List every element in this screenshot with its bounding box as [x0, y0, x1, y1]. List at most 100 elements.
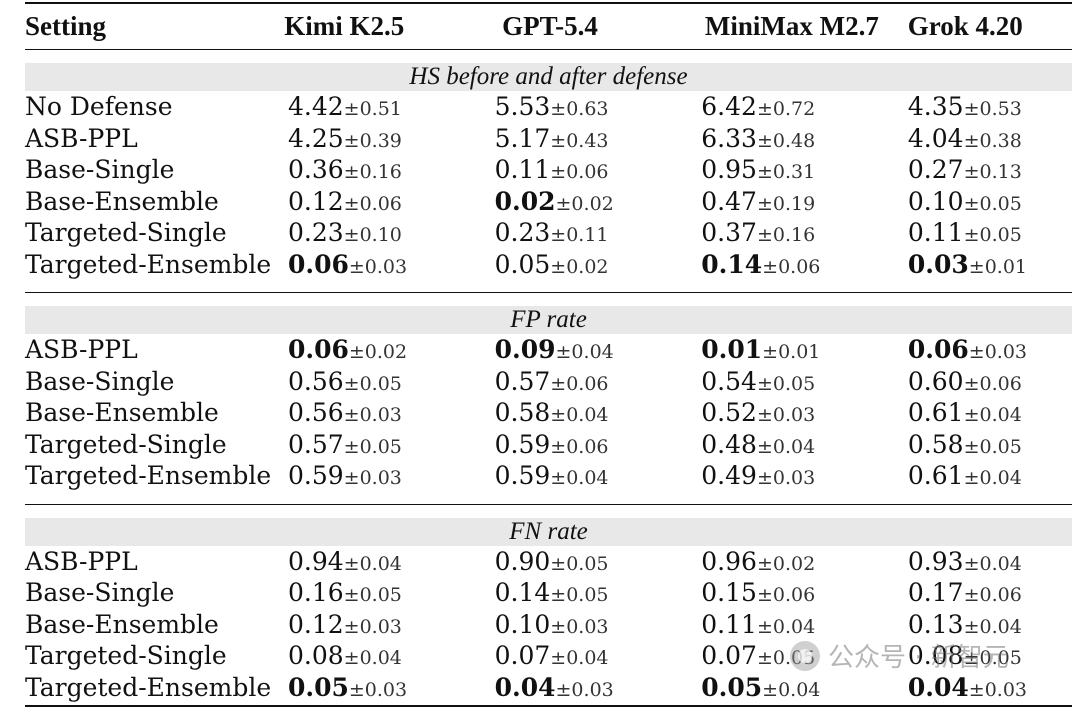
section-title: FP rate: [25, 306, 1072, 334]
value-std: ±0.05: [343, 372, 402, 395]
table-header: Setting Kimi K2.5 GPT-5.4 MiniMax M2.7 G…: [25, 4, 1072, 49]
value-cell: 0.49±0.03: [697, 461, 904, 490]
value-cell: 0.95±0.31: [697, 155, 904, 184]
value-mean: 0.94: [287, 546, 344, 576]
header-model-grok: Grok 4.20: [907, 11, 1023, 41]
value-cell: 0.96±0.02: [697, 547, 904, 576]
value-std: ±0.04: [756, 615, 816, 638]
value-std: ±0.72: [756, 98, 816, 121]
value-cell: 0.56±0.05: [284, 367, 491, 396]
value-std: ±0.48: [756, 129, 816, 152]
row-setting-label: Targeted-Ensemble: [25, 672, 272, 702]
value-std: ±0.03: [555, 678, 614, 701]
value-std: ±0.03: [550, 615, 609, 638]
value-mean: 0.04: [494, 672, 556, 702]
value-mean: 0.06: [287, 335, 349, 365]
section-title: HS before and after defense: [25, 63, 1072, 91]
row-setting-label: Base-Ensemble: [25, 609, 219, 639]
value-cell: 0.05±0.04: [697, 673, 904, 702]
value-cell: 0.61±0.04: [904, 398, 1072, 427]
value-cell: 0.12±0.03: [284, 610, 491, 639]
value-std: ±0.04: [555, 341, 614, 364]
value-std: ±0.04: [343, 647, 402, 670]
value-mean: 0.07: [701, 641, 757, 671]
value-cell: 0.47±0.19: [697, 187, 904, 216]
value-cell: 4.04±0.38: [904, 124, 1072, 153]
value-std: ±0.04: [550, 647, 609, 670]
value-cell: 0.04±0.03: [904, 673, 1072, 702]
value-mean: 6.42: [701, 92, 757, 122]
value-cell: 0.36±0.16: [284, 155, 491, 184]
value-mean: 4.04: [907, 123, 964, 153]
value-cell: 0.23±0.10: [284, 218, 491, 247]
table-row: Base-Single 0.16±0.05 0.14±0.05 0.15±0.06 0.…: [25, 577, 1072, 609]
value-std: ±0.04: [963, 615, 1022, 638]
value-std: ±0.05: [343, 435, 402, 458]
value-cell: 0.06±0.03: [904, 335, 1072, 364]
value-cell: 0.59±0.06: [491, 430, 698, 459]
value-std: ±0.01: [968, 255, 1028, 278]
value-mean: 0.36: [287, 155, 344, 185]
header-model-gpt: GPT-5.4: [502, 11, 598, 41]
row-setting-label: ASB-PPL: [25, 546, 138, 576]
value-cell: 0.03±0.01: [904, 250, 1072, 279]
header-rule: [25, 49, 1072, 50]
value-cell: 5.53±0.63: [491, 92, 698, 121]
row-setting-label: Base-Single: [25, 155, 175, 185]
value-std: ±0.01: [762, 341, 821, 364]
value-cell: 0.52±0.03: [697, 398, 904, 427]
table-row: Targeted-Ensemble 0.59±0.03 0.59±0.04 0.49±…: [25, 460, 1072, 492]
value-cell: 0.07±0.04: [491, 641, 698, 670]
section-group: ASB-PPL 0.94±0.04 0.90±0.05 0.96±0.02 0.93±0…: [25, 546, 1072, 706]
value-std: ±0.03: [348, 678, 408, 701]
value-mean: 0.12: [287, 609, 344, 639]
value-std: ±0.02: [550, 255, 609, 278]
value-mean: 4.35: [907, 92, 964, 122]
value-mean: 0.56: [287, 366, 344, 396]
value-mean: 0.56: [287, 398, 344, 428]
value-mean: 0.58: [494, 398, 551, 428]
value-mean: 0.96: [701, 546, 757, 576]
value-mean: 0.04: [907, 672, 969, 702]
row-setting-label: Targeted-Single: [25, 429, 227, 459]
value-std: ±0.03: [343, 404, 402, 427]
value-mean: 0.47: [701, 186, 757, 216]
row-setting-label: ASB-PPL: [25, 123, 138, 153]
value-cell: 0.90±0.05: [491, 547, 698, 576]
value-std: ±0.05: [550, 552, 609, 575]
value-cell: 0.14±0.05: [491, 578, 698, 607]
value-std: ±0.04: [756, 435, 816, 458]
table-row: Base-Ensemble 0.12±0.06 0.02±0.02 0.47±0.19…: [25, 186, 1072, 218]
row-setting-label: No Defense: [25, 92, 173, 122]
top-rule: [25, 2, 1072, 4]
value-cell: 0.06±0.02: [284, 335, 491, 364]
value-std: ±0.53: [963, 98, 1022, 121]
value-cell: 6.33±0.48: [697, 124, 904, 153]
value-mean: 0.07: [494, 641, 551, 671]
value-std: ±0.04: [963, 467, 1022, 490]
table-row: ASB-PPL 4.25±0.39 5.17±0.43 6.33±0.48 4.04±0…: [25, 123, 1072, 155]
value-mean: 0.95: [701, 155, 757, 185]
table-row: Base-Ensemble 0.56±0.03 0.58±0.04 0.52±0.03…: [25, 397, 1072, 429]
value-mean: 0.59: [287, 461, 344, 491]
value-std: ±0.03: [348, 255, 408, 278]
value-cell: 0.60±0.06: [904, 367, 1072, 396]
value-std: ±0.02: [756, 552, 816, 575]
row-setting-label: Targeted-Ensemble: [25, 249, 272, 279]
value-mean: 0.08: [907, 641, 964, 671]
table-row: Targeted-Single 0.08±0.04 0.07±0.04 0.07±0.…: [25, 640, 1072, 672]
value-mean: 0.11: [701, 609, 757, 639]
value-mean: 0.93: [907, 546, 964, 576]
value-std: ±0.05: [963, 435, 1022, 458]
value-cell: 0.48±0.04: [697, 430, 904, 459]
value-cell: 0.23±0.11: [491, 218, 698, 247]
section-rule: [25, 503, 1072, 505]
value-cell: 0.93±0.04: [904, 547, 1072, 576]
value-std: ±0.06: [550, 161, 609, 184]
value-std: ±0.16: [343, 161, 402, 184]
value-std: ±0.02: [348, 341, 408, 364]
value-cell: 0.15±0.06: [697, 578, 904, 607]
value-std: ±0.04: [963, 552, 1022, 575]
value-cell: 0.12±0.06: [284, 187, 491, 216]
row-setting-label: Targeted-Ensemble: [25, 461, 272, 491]
